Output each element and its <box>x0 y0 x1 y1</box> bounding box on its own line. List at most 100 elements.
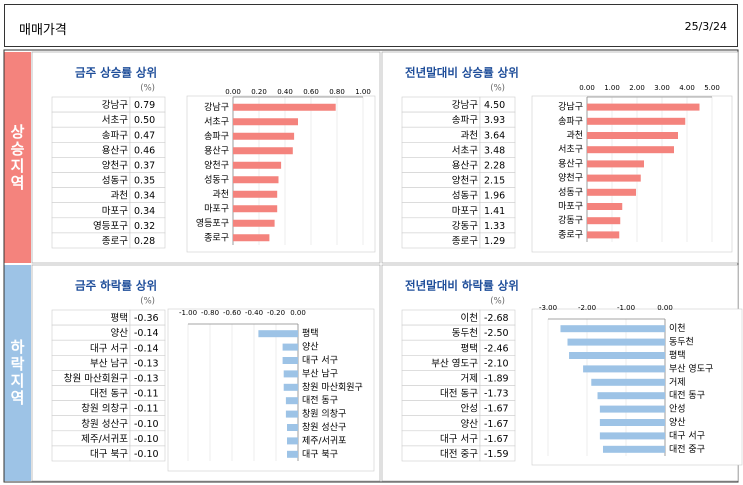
bar <box>285 397 298 405</box>
category-label: 송파구 <box>204 131 229 142</box>
table-value: -0.11 <box>134 404 159 415</box>
bar <box>283 370 298 378</box>
bar <box>233 219 275 227</box>
table-name: 부산 영도구 <box>431 358 478 369</box>
category-label: 과천 <box>212 189 229 200</box>
chart-area <box>531 308 743 466</box>
category-label: 대전 중구 <box>669 444 705 455</box>
category-label: 마포구 <box>204 203 229 214</box>
bar <box>587 174 641 182</box>
category-label: 대전 동구 <box>669 390 705 401</box>
table-name: 창원 성산구 <box>81 419 128 430</box>
x-tick-label: -1.00 <box>617 304 635 312</box>
category-label: 서초구 <box>204 116 229 127</box>
bar <box>233 176 279 184</box>
x-tick-label: 0.00 <box>657 304 673 312</box>
table-value: 1.96 <box>484 191 505 202</box>
table-value: 0.47 <box>134 130 155 141</box>
table-value: 0.79 <box>134 100 155 111</box>
category-label: 서초구 <box>558 144 583 155</box>
date: 25/3/24 <box>684 20 727 33</box>
section-label: 상승지역 <box>4 52 31 263</box>
table-name: 송파구 <box>452 115 478 126</box>
x-tick-label: -2.00 <box>578 304 596 312</box>
category-label: 강남구 <box>204 102 229 113</box>
table-name: 용산구 <box>102 145 128 156</box>
table-name: 창원 마산회원구 <box>64 373 128 384</box>
category-label: 영등포구 <box>196 218 229 229</box>
category-label: 종로구 <box>558 229 583 240</box>
category-label: 강남구 <box>558 102 583 113</box>
x-tick-label: -0.20 <box>267 309 285 317</box>
table-name: 서초구 <box>102 115 128 126</box>
x-tick-label: 5.00 <box>704 84 720 92</box>
table-name: 창원 의창구 <box>81 404 128 415</box>
bar <box>587 132 678 139</box>
category-label: 양산 <box>302 342 319 353</box>
category-label: 창원 성산구 <box>302 422 346 433</box>
table-name: 양산 <box>111 328 129 339</box>
unit-label: (%) <box>490 297 505 307</box>
table-name: 안성 <box>461 404 478 415</box>
table-name: 종로구 <box>102 236 128 247</box>
table-name: 대구 북구 <box>90 449 128 460</box>
panel: 전년말대비 상승률 상위 (%) 강남구 4.50 송파구 3.93 과천 3.64 서초구 3.… <box>381 51 739 264</box>
table-value: 1.29 <box>484 236 505 247</box>
section-text: 하락지역 <box>8 339 26 407</box>
bar <box>587 117 686 125</box>
bar <box>597 392 665 400</box>
category-label: 강동구 <box>558 215 583 226</box>
category-label: 대구 북구 <box>302 449 338 460</box>
bar <box>233 147 293 155</box>
bar <box>587 103 700 111</box>
table-name: 대구 서구 <box>440 434 478 445</box>
x-tick-label: 0.20 <box>251 88 267 96</box>
table-name: 종로구 <box>452 236 478 247</box>
table-value: -1.73 <box>484 389 509 400</box>
bar <box>587 203 623 210</box>
category-label: 과천 <box>566 130 583 141</box>
table-value: 4.50 <box>484 100 505 111</box>
bar <box>283 383 298 391</box>
table-name: 마포구 <box>102 206 128 217</box>
table-name: 거제 <box>461 373 478 384</box>
x-tick-label: -0.40 <box>245 309 263 317</box>
bar <box>587 217 621 225</box>
table-value: 0.46 <box>134 145 155 156</box>
bar <box>233 234 270 242</box>
table-value: -0.10 <box>134 434 159 445</box>
table-cell <box>479 232 516 249</box>
bar <box>287 437 298 445</box>
table-value: -0.11 <box>134 389 159 400</box>
category-label: 평택 <box>669 350 686 361</box>
bar <box>599 419 665 426</box>
table-name: 성동구 <box>452 191 478 202</box>
bar <box>282 343 298 351</box>
table-name: 대구 서구 <box>90 343 128 354</box>
bar <box>567 338 665 346</box>
x-tick-label: 1.00 <box>604 84 620 92</box>
bar <box>599 432 665 440</box>
category-label: 부산 영도구 <box>669 363 713 374</box>
table-value: 3.93 <box>484 115 505 126</box>
table-name: 과천 <box>461 130 478 141</box>
table-cell <box>129 445 166 462</box>
table-name: 이천 <box>461 313 478 324</box>
category-label: 대구 서구 <box>669 430 705 441</box>
table-value: -2.46 <box>484 343 509 354</box>
section-label: 하락지역 <box>4 265 31 481</box>
category-label: 용산구 <box>558 158 583 169</box>
category-label: 동두천 <box>669 337 694 348</box>
table-value: -2.68 <box>484 313 509 324</box>
table-name: 성동구 <box>102 176 128 187</box>
category-label: 거제 <box>669 377 686 388</box>
bar <box>560 325 665 333</box>
x-tick-label: -3.00 <box>539 304 557 312</box>
category-label: 이천 <box>669 323 686 334</box>
bar <box>587 160 644 168</box>
bar <box>587 231 620 239</box>
category-label: 안성 <box>669 404 686 415</box>
table-name: 부산 남구 <box>90 358 128 369</box>
bar <box>599 405 665 413</box>
